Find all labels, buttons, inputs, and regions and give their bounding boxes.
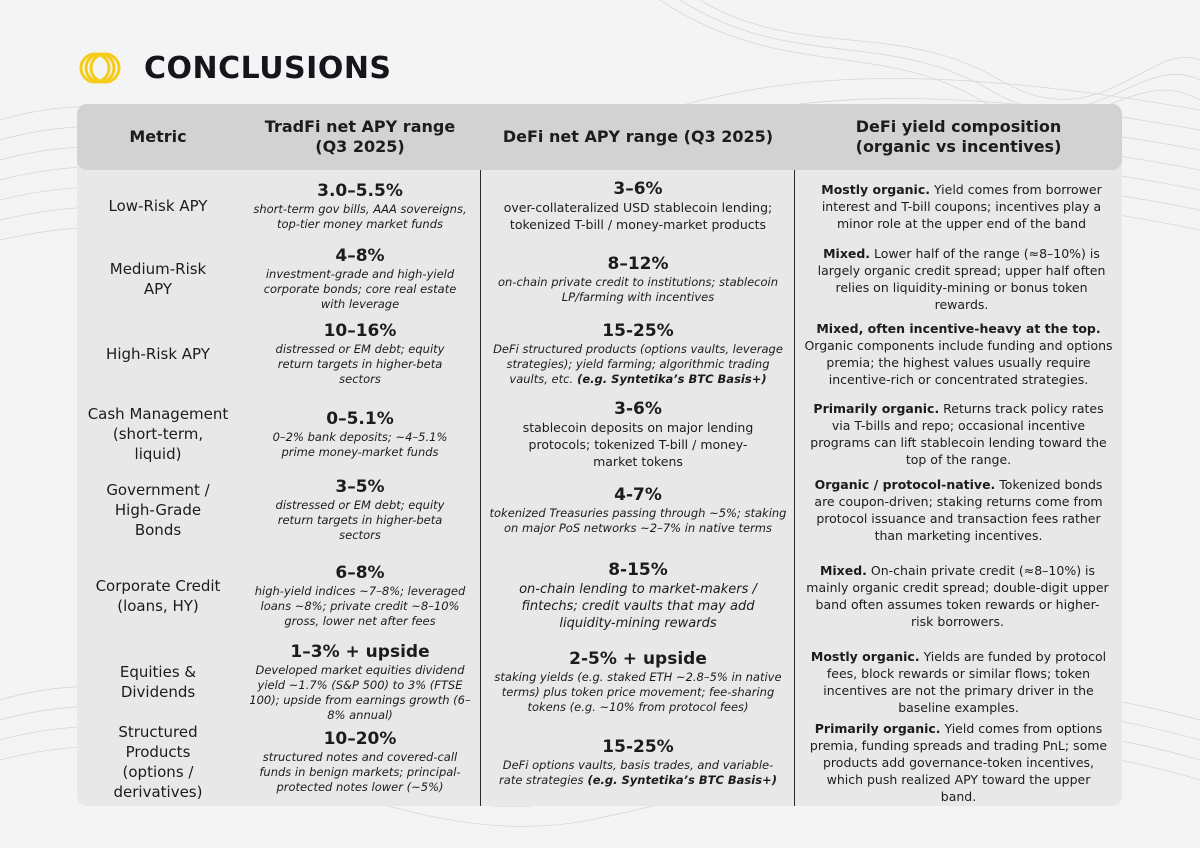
composition-text: Primarily organic. Yield comes from opti…	[809, 720, 1108, 804]
composition-text: Primarily organic. Returns track policy …	[810, 401, 1107, 467]
page-header: CONCLUSIONS	[78, 48, 392, 88]
column-header-metric: Metric	[129, 127, 187, 146]
column-divider	[480, 170, 481, 806]
comparison-table: Metric TradFi net APY range (Q3 2025) De…	[77, 104, 1122, 806]
tradfi-note: investment-grade and high-yield corporat…	[263, 267, 457, 311]
tradfi-range: 10–16%	[323, 321, 397, 341]
column-divider	[794, 170, 795, 806]
metric-label: Equities & Dividends	[119, 663, 197, 701]
page-title: CONCLUSIONS	[144, 50, 392, 86]
logo-icon	[79, 52, 121, 84]
table-row: Medium-Risk APY 4–8% investment-grade an…	[77, 242, 1122, 316]
column-header-tradfi: TradFi net APY range (Q3 2025)	[264, 117, 456, 156]
defi-note: staking yields (e.g. staked ETH ~2.8–5% …	[494, 670, 782, 714]
defi-range: 3-6%	[614, 398, 662, 419]
defi-range: 15-25%	[602, 736, 674, 757]
table-row: Cash Management (short-term, liquid) 0–5…	[77, 394, 1122, 474]
tradfi-note: Developed market equities dividend yield…	[249, 662, 471, 722]
tradfi-note: distressed or EM debt; equity return tar…	[275, 498, 445, 542]
tradfi-range: 0–5.1%	[326, 408, 394, 429]
table-row: Corporate Credit (loans, HY) 6–8% high-y…	[77, 548, 1122, 644]
composition-text: Mixed. On-chain private credit (≈8–10%) …	[806, 563, 1109, 629]
composition-text: Mixed. Lower half of the range (≈8–10%) …	[817, 246, 1106, 312]
column-header-defi: DeFi net APY range (Q3 2025)	[502, 127, 774, 146]
tradfi-range: 3.0–5.5%	[317, 180, 403, 201]
tradfi-range: 10–20%	[323, 729, 397, 749]
metric-sublabel: (short-term, liquid)	[112, 425, 204, 463]
tradfi-note: high-yield indices ~7–8%; leveraged loan…	[254, 584, 466, 628]
metric-sublabel: (options / derivatives)	[113, 763, 203, 801]
defi-note: on-chain private credit to institutions;…	[497, 274, 779, 304]
defi-range: 8–12%	[607, 253, 669, 274]
defi-note: DeFi options vaults, basis trades, and v…	[499, 757, 777, 787]
metric-label: Medium-Risk APY	[109, 260, 207, 298]
table-row: High-Risk APY 10–16% distressed or EM de…	[77, 316, 1122, 392]
metric-label: Low-Risk APY	[108, 197, 208, 215]
metric-sublabel: (loans, HY)	[117, 597, 199, 615]
table-row: Equities & Dividends 1–3% + upside Devel…	[77, 641, 1122, 722]
defi-range: 15-25%	[602, 321, 674, 341]
defi-range: 8-15%	[608, 560, 668, 580]
tradfi-range: 3–5%	[335, 477, 385, 497]
defi-note: tokenized Treasuries passing through ~5%…	[489, 505, 787, 535]
tradfi-note: distressed or EM debt; equity return tar…	[275, 342, 445, 386]
table-header: Metric TradFi net APY range (Q3 2025) De…	[77, 104, 1122, 170]
metric-label: Government / High-Grade Bonds	[106, 481, 210, 539]
defi-range: 4-7%	[614, 484, 662, 505]
composition-text: Mixed, often incentive-heavy at the top.…	[804, 321, 1113, 387]
metric-label: High-Risk APY	[106, 345, 210, 363]
tradfi-range: 6–8%	[335, 563, 385, 583]
defi-range: 2-5% + upside	[569, 649, 707, 669]
tradfi-note: short-term gov bills, AAA sovereigns, to…	[253, 201, 467, 231]
composition-text: Organic / protocol-native. Tokenized bon…	[814, 477, 1103, 543]
table-row: Structured Products (options / derivativ…	[77, 720, 1122, 804]
defi-note: on-chain lending to market-makers / fint…	[519, 582, 757, 631]
table-row: Low-Risk APY 3.0–5.5% short-term gov bil…	[77, 172, 1122, 240]
defi-note: over-collateralized USD stablecoin lendi…	[503, 200, 773, 232]
tradfi-note: structured notes and covered-call funds …	[259, 750, 461, 794]
defi-note: DeFi structured products (options vaults…	[493, 342, 783, 386]
defi-note: stablecoin deposits on major lending pro…	[522, 419, 754, 469]
metric-label: Cash Management	[87, 405, 229, 423]
table-row: Government / High-Grade Bonds 3–5% distr…	[77, 476, 1122, 544]
composition-text: Mostly organic. Yields are funded by pro…	[810, 649, 1107, 715]
tradfi-note: 0–2% bank deposits; ~4–5.1% prime money-…	[272, 429, 448, 459]
tradfi-range: 4–8%	[335, 246, 385, 266]
metric-label: Structured Products	[118, 723, 198, 761]
defi-range: 3–6%	[613, 179, 663, 199]
tradfi-range: 1–3% + upside	[290, 641, 430, 662]
column-header-composition: DeFi yield composition (organic vs incen…	[855, 117, 1062, 156]
metric-label: Corporate Credit	[95, 577, 221, 595]
composition-text: Mostly organic. Yield comes from borrowe…	[821, 181, 1102, 231]
